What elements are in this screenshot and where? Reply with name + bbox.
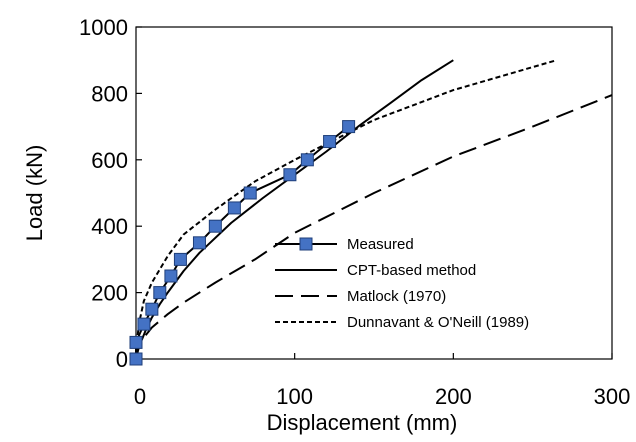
data-point-marker	[164, 269, 178, 283]
series-cpt-based-method	[135, 59, 454, 360]
y-tick-label: 1000	[79, 15, 128, 40]
x-tick-label: 0	[134, 384, 146, 409]
data-point-marker	[300, 153, 314, 167]
x-tick-label: 300	[594, 384, 631, 409]
data-point-marker	[208, 219, 222, 233]
data-point-marker	[153, 286, 167, 300]
y-tick-label: 600	[91, 148, 128, 173]
x-tick-label: 200	[435, 384, 472, 409]
data-point-marker	[342, 120, 356, 134]
legend-marker	[299, 237, 313, 251]
y-tick-label: 0	[116, 347, 128, 372]
plot-frame	[135, 26, 613, 360]
data-point-marker	[137, 317, 151, 331]
data-point-marker	[323, 135, 337, 149]
y-axis-label: Load (kN)	[22, 145, 47, 242]
plot-area-border	[135, 26, 613, 360]
legend-label: Dunnavant & O'Neill (1989)	[347, 314, 529, 331]
y-tick-label: 800	[91, 81, 128, 106]
series-measured	[129, 120, 356, 366]
series-line	[135, 125, 350, 359]
data-point-marker	[129, 352, 143, 366]
legend-label: Measured	[347, 236, 414, 253]
data-point-marker	[227, 201, 241, 215]
series-line	[135, 59, 454, 360]
data-point-marker	[283, 168, 297, 182]
data-point-marker	[129, 335, 143, 349]
legend-label: CPT-based method	[347, 262, 476, 279]
y-tick-label: 200	[91, 281, 128, 306]
y-tick-label: 400	[91, 214, 128, 239]
y-axis-ticks: 0 200 400 600 800 1000	[79, 15, 142, 372]
x-axis-ticks: 0 100 200 300	[134, 353, 630, 409]
series-layer	[129, 59, 613, 366]
data-point-marker	[145, 302, 159, 316]
data-point-marker	[173, 252, 187, 266]
series-line	[135, 94, 613, 360]
series-matlock-1970	[135, 94, 613, 360]
legend: Measured CPT-based method Matlock (1970) Du…	[275, 236, 529, 331]
data-point-marker	[192, 236, 206, 250]
x-tick-label: 100	[276, 384, 313, 409]
data-point-marker	[243, 186, 257, 200]
legend-label: Matlock (1970)	[347, 288, 446, 305]
x-axis-label: Displacement (mm)	[267, 410, 458, 435]
